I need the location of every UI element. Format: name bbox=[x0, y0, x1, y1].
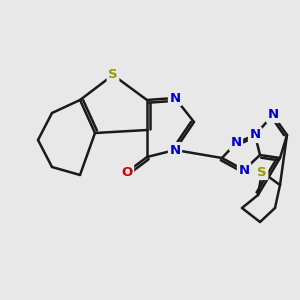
Text: S: S bbox=[108, 68, 118, 82]
Text: S: S bbox=[257, 166, 267, 178]
Text: N: N bbox=[238, 164, 250, 176]
Text: N: N bbox=[249, 128, 261, 142]
Text: N: N bbox=[169, 92, 181, 104]
Text: O: O bbox=[122, 166, 133, 178]
Text: N: N bbox=[267, 109, 279, 122]
Text: N: N bbox=[230, 136, 242, 149]
Text: N: N bbox=[169, 143, 181, 157]
